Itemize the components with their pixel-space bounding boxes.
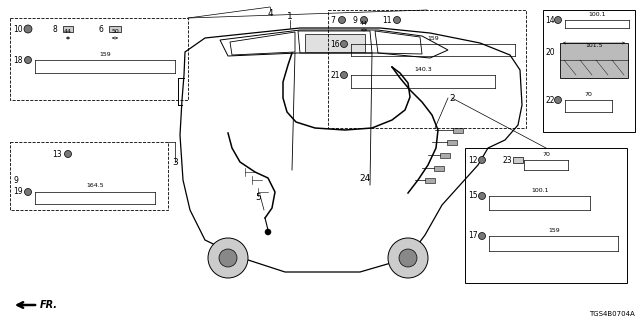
- Bar: [63, 26, 73, 32]
- Text: 16: 16: [330, 39, 340, 49]
- Bar: [425, 178, 435, 182]
- Text: 20: 20: [545, 47, 555, 57]
- Text: 100.1: 100.1: [588, 12, 605, 17]
- Bar: [109, 26, 121, 32]
- Circle shape: [65, 150, 72, 157]
- Text: 70: 70: [584, 92, 592, 97]
- Text: 22: 22: [545, 95, 554, 105]
- Bar: [440, 153, 450, 157]
- Bar: [560, 43, 628, 78]
- Text: 15: 15: [468, 191, 477, 201]
- Text: 3: 3: [172, 157, 178, 166]
- Circle shape: [479, 156, 486, 164]
- Bar: [447, 140, 457, 145]
- Circle shape: [479, 193, 486, 199]
- Circle shape: [394, 17, 401, 23]
- Circle shape: [554, 17, 561, 23]
- Text: 13: 13: [52, 149, 61, 158]
- Text: 5: 5: [255, 194, 261, 203]
- Text: 1: 1: [287, 12, 293, 20]
- Text: 8: 8: [52, 25, 57, 34]
- Circle shape: [360, 17, 367, 23]
- Bar: [513, 157, 523, 163]
- Text: 140.3: 140.3: [414, 67, 432, 71]
- Text: 6: 6: [98, 25, 103, 34]
- Circle shape: [24, 57, 31, 63]
- Circle shape: [24, 188, 31, 196]
- Text: 21: 21: [330, 70, 339, 79]
- Text: 10: 10: [13, 25, 22, 34]
- Text: 24: 24: [360, 173, 371, 182]
- Text: 70: 70: [542, 151, 550, 156]
- Text: 50: 50: [111, 29, 119, 34]
- Text: 100.1: 100.1: [531, 188, 548, 193]
- Text: 159: 159: [427, 36, 439, 41]
- Text: 11: 11: [382, 15, 392, 25]
- Circle shape: [24, 25, 32, 33]
- Text: 101.5: 101.5: [585, 43, 603, 47]
- Circle shape: [399, 249, 417, 267]
- Circle shape: [479, 233, 486, 239]
- Text: 2: 2: [449, 93, 455, 102]
- Text: 7: 7: [330, 15, 335, 25]
- Text: 17: 17: [468, 231, 477, 241]
- Text: 23: 23: [502, 156, 511, 164]
- Text: 159: 159: [548, 228, 560, 233]
- Circle shape: [388, 238, 428, 278]
- Text: 18: 18: [13, 55, 22, 65]
- Circle shape: [265, 229, 271, 235]
- Text: 19: 19: [13, 188, 22, 196]
- Circle shape: [219, 249, 237, 267]
- Circle shape: [340, 41, 348, 47]
- Circle shape: [554, 97, 561, 103]
- Bar: [434, 165, 444, 171]
- Text: 44: 44: [360, 21, 368, 26]
- Circle shape: [208, 238, 248, 278]
- Circle shape: [340, 71, 348, 78]
- Text: 9: 9: [13, 175, 18, 185]
- Circle shape: [339, 17, 346, 23]
- Text: 14: 14: [545, 15, 555, 25]
- Text: 44: 44: [64, 29, 72, 34]
- Text: 9: 9: [352, 15, 357, 25]
- Text: 164.5: 164.5: [86, 182, 104, 188]
- Text: 4: 4: [267, 9, 273, 18]
- Text: 159: 159: [99, 52, 111, 57]
- Bar: [453, 127, 463, 132]
- Text: 12: 12: [468, 156, 477, 164]
- Text: FR.: FR.: [40, 300, 58, 310]
- Bar: [305, 34, 365, 52]
- Text: TGS4B0704A: TGS4B0704A: [589, 311, 635, 317]
